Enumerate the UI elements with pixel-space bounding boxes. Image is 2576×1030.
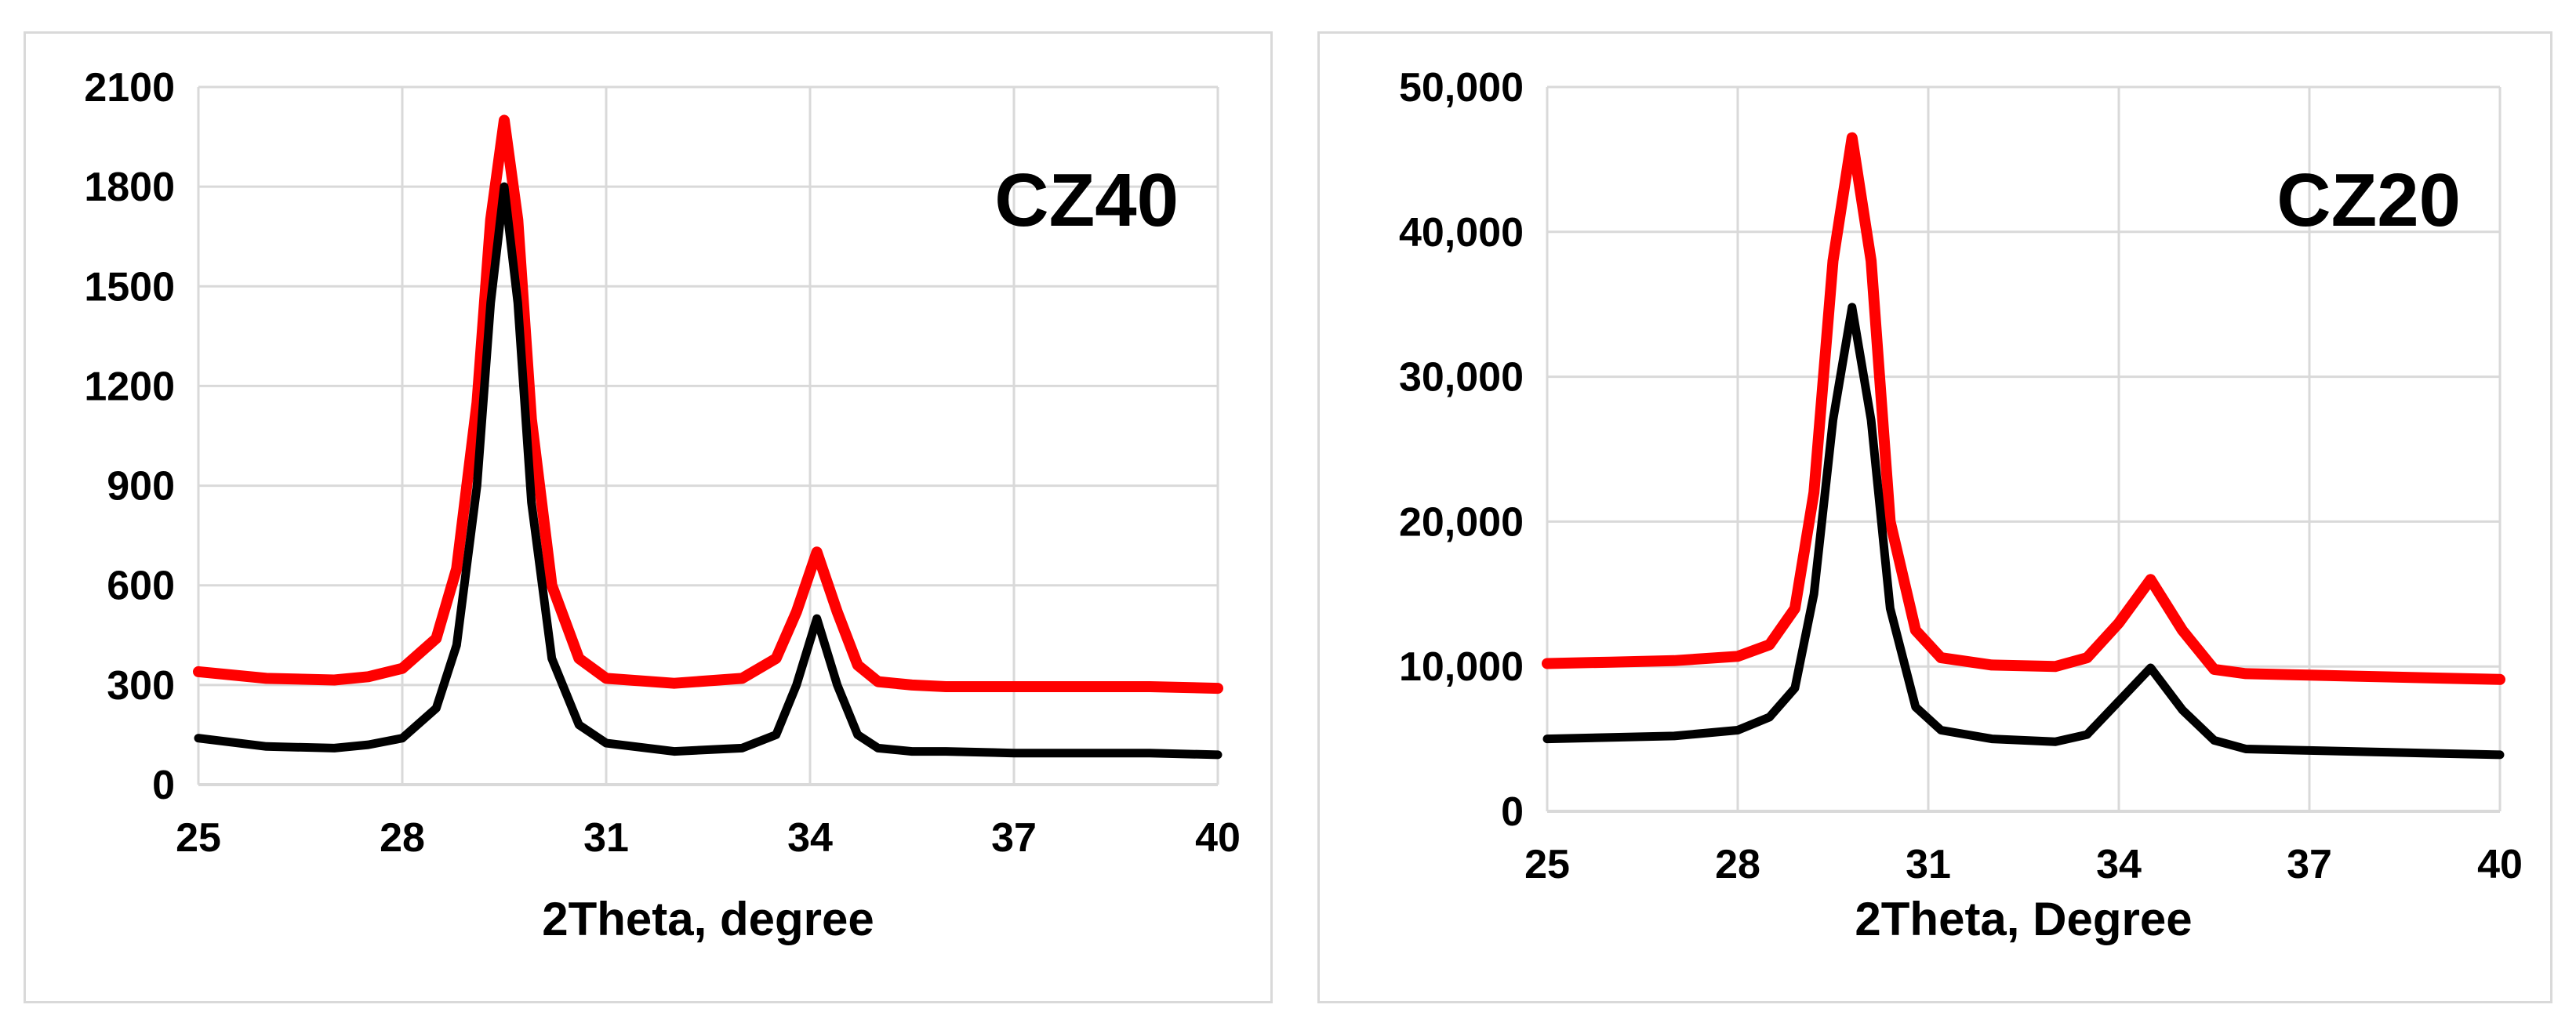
cz40-y-tick-label: 1200 xyxy=(84,364,175,409)
cz40-x-tick-label: 37 xyxy=(991,815,1037,861)
cz20-y-tick-label: 20,000 xyxy=(1399,499,1524,545)
cz20-y-tick-label: 40,000 xyxy=(1399,210,1524,256)
cz40-y-tick-label: 1800 xyxy=(84,165,175,210)
cz20-x-axis-title: 2Theta, Degree xyxy=(1855,893,2192,945)
cz20-y-tick-label: 50,000 xyxy=(1399,65,1524,111)
cz20-y-tick-label: 10,000 xyxy=(1399,644,1524,690)
cz20-x-tick-label: 37 xyxy=(2287,842,2332,887)
cz20-x-tick-label: 34 xyxy=(2096,842,2142,887)
cz20-y-tick-label: 0 xyxy=(1501,789,1524,835)
cz20-series-line-red xyxy=(1542,132,2505,685)
cz20-series-line-black xyxy=(1542,303,2505,760)
cz40-x-tick-label: 28 xyxy=(380,815,425,861)
chart-cz20: 25 28 31 34 37 40 0 10,000 20,000 30,000 40,000 50,… xyxy=(1399,65,2523,945)
cz40-y-tick-label: 300 xyxy=(107,663,175,709)
cz20-x-tick-label: 40 xyxy=(2477,842,2523,887)
cz20-sample-label: CZ20 xyxy=(2276,158,2461,242)
cz40-series-line-black xyxy=(194,182,1223,760)
cz40-sample-label: CZ40 xyxy=(994,158,1179,242)
cz40-y-tick-label: 900 xyxy=(107,464,175,510)
cz20-y-tick-label: 30,000 xyxy=(1399,355,1524,401)
cz40-y-tick-label: 2100 xyxy=(84,65,175,111)
chart-panel-cz20: 25 28 31 34 37 40 0 10,000 20,000 30,000 40,000 50,… xyxy=(1317,31,2552,1003)
cz40-x-tick-label: 40 xyxy=(1195,815,1241,861)
cz20-x-tick-label: 31 xyxy=(1906,842,1951,887)
cz20-x-tick-label: 28 xyxy=(1715,842,1760,887)
chart-cz40: 25 28 31 34 37 40 0 300 600 900 1200 1500 1800 2100 2T… xyxy=(84,65,1241,945)
cz40-series-line-red xyxy=(193,114,1223,695)
cz40-x-tick-label: 31 xyxy=(583,815,629,861)
cz20-x-tick-label: 25 xyxy=(1524,842,1570,887)
chart-panel-cz40: 25 28 31 34 37 40 0 300 600 900 1200 1500 1800 2100 2T… xyxy=(24,31,1273,1003)
cz40-y-tick-label: 1500 xyxy=(84,264,175,310)
cz40-y-tick-label: 0 xyxy=(152,763,175,808)
cz40-y-tick-label: 600 xyxy=(107,564,175,609)
cz40-x-tick-label: 25 xyxy=(176,815,221,861)
cz40-x-tick-label: 34 xyxy=(787,815,833,861)
cz40-x-axis-title: 2Theta, degree xyxy=(542,893,874,945)
